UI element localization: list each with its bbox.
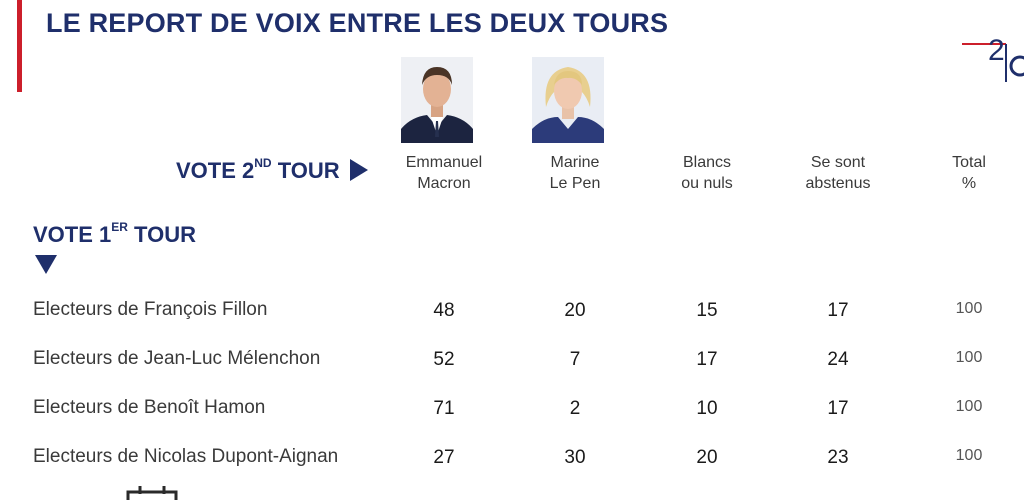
table-row: Electeurs de François Fillon 48 20 15 17… xyxy=(0,299,1024,339)
row-label: Electeurs de Nicolas Dupont-Aignan xyxy=(33,446,339,467)
cell-abstenus: 23 xyxy=(827,447,849,468)
column-header-line2: abstenus xyxy=(805,175,871,192)
vote2-rest: TOUR xyxy=(271,158,340,183)
row-label: Electeurs de François Fillon xyxy=(33,299,268,320)
column-header-macron: Emmanuel Macron xyxy=(384,152,504,194)
cell-blancs: 20 xyxy=(696,447,718,468)
cell-le-pen: 30 xyxy=(564,447,586,468)
election-logo: 2 xyxy=(962,34,1024,82)
table-row: Electeurs de Nicolas Dupont-Aignan 27 30… xyxy=(0,446,1024,486)
accent-bar xyxy=(17,0,22,92)
cell-le-pen: 7 xyxy=(569,349,581,370)
page-title: LE REPORT DE VOIX ENTRE LES DEUX TOURS xyxy=(46,8,669,38)
cell-abstenus: 17 xyxy=(827,398,849,419)
calendar-icon xyxy=(126,486,178,500)
column-header-total: Total % xyxy=(909,152,1024,194)
portrait-marine-le-pen xyxy=(532,57,604,143)
column-header-line1: Emmanuel xyxy=(405,154,483,171)
table-row: Electeurs de Jean-Luc Mélenchon 52 7 17 … xyxy=(0,348,1024,388)
cell-macron: 71 xyxy=(433,398,455,419)
cell-macron: 52 xyxy=(433,349,455,370)
cell-le-pen: 2 xyxy=(569,398,581,419)
row-label: Electeurs de Jean-Luc Mélenchon xyxy=(33,348,321,369)
vote2-label: VOTE 2 xyxy=(176,158,255,183)
column-header-line2: % xyxy=(961,175,977,192)
row-label: Electeurs de Benoît Hamon xyxy=(33,397,266,418)
portrait-emmanuel-macron xyxy=(401,57,473,143)
cell-blancs: 15 xyxy=(696,300,718,321)
cell-le-pen: 20 xyxy=(564,300,586,321)
column-header-line1: Total xyxy=(952,154,986,171)
cell-macron: 48 xyxy=(433,300,455,321)
cell-abstenus: 17 xyxy=(827,300,849,321)
cell-total: 100 xyxy=(955,447,983,464)
cell-blancs: 10 xyxy=(696,398,718,419)
column-header-line2: Macron xyxy=(417,175,471,192)
column-header-line2: ou nuls xyxy=(681,175,733,192)
arrow-right-icon xyxy=(349,159,368,182)
cell-total: 100 xyxy=(955,300,983,317)
cell-total: 100 xyxy=(955,349,983,366)
column-header-line1: Marine xyxy=(550,154,600,171)
vote1-label: VOTE 1 xyxy=(33,222,112,247)
cell-macron: 27 xyxy=(433,447,455,468)
vote1-sup: ER xyxy=(111,219,128,234)
table-row: Electeurs de Benoît Hamon 71 2 10 17 100 xyxy=(0,397,1024,437)
column-header-line1: Blancs xyxy=(682,154,732,171)
cell-blancs: 17 xyxy=(696,349,718,370)
vote2-sup: ND xyxy=(254,155,272,170)
logo-digit: 2 xyxy=(988,34,1005,67)
column-header-blancs: Blancs ou nuls xyxy=(647,152,767,194)
cell-abstenus: 24 xyxy=(827,349,849,370)
column-header-line1: Se sont xyxy=(810,154,866,171)
first-round-header: VOTE 1ER TOUR xyxy=(33,219,196,248)
column-header-abstenus: Se sont abstenus xyxy=(778,152,898,194)
cell-total: 100 xyxy=(955,398,983,415)
second-round-header: VOTE 2ND TOUR xyxy=(176,155,368,184)
arrow-down-icon xyxy=(35,255,57,274)
column-header-line2: Le Pen xyxy=(549,175,601,192)
column-header-le-pen: Marine Le Pen xyxy=(515,152,635,194)
vote1-rest: TOUR xyxy=(127,222,196,247)
